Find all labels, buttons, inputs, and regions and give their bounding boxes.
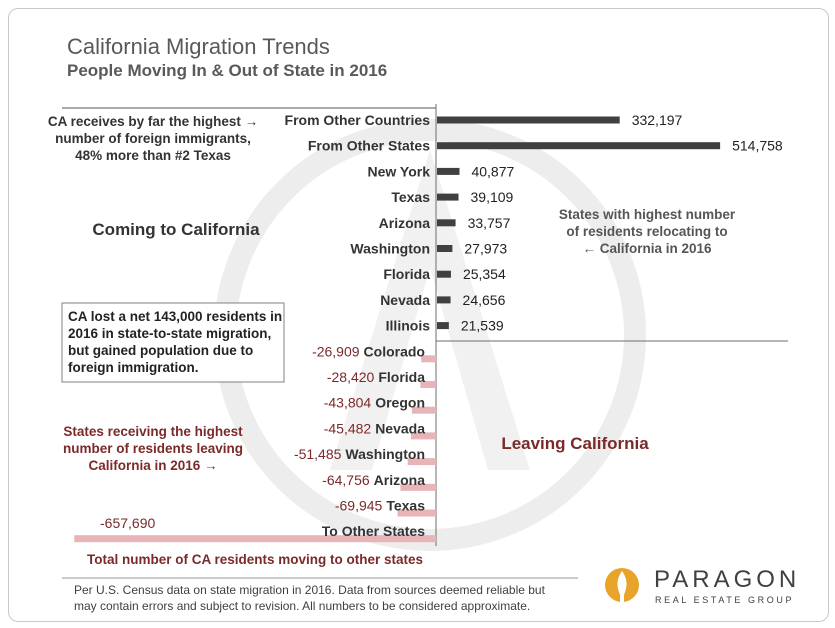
value-label: -43,804 [324, 395, 372, 411]
bar-out-arizona [400, 483, 436, 491]
bar-in-nevada [437, 296, 451, 304]
bar-out-texas [397, 509, 436, 517]
annotations-group: CA receives by far the highest → number o… [48, 114, 736, 567]
value-label: -51,485 [294, 446, 342, 462]
logo-name: PARAGON [654, 566, 801, 593]
foreign-note-line: number of foreign immigrants, [55, 131, 251, 146]
value-label: 40,877 [471, 163, 514, 179]
bar-out-washington [407, 458, 436, 466]
value-label: -64,756 [322, 472, 370, 488]
bar-in-texas [437, 193, 459, 201]
category-label: Florida [378, 369, 425, 385]
category-label: Arizona [374, 472, 426, 488]
states-out-note-line: States receiving the highest [63, 424, 243, 439]
category-label: Nevada [375, 420, 425, 436]
foreign-note-line: 48% more than #2 Texas [75, 148, 231, 163]
foreign-note-line: CA receives by far the highest → [48, 114, 258, 129]
value-label: -657,690 [100, 515, 155, 531]
logo-tagline: REAL ESTATE GROUP [655, 595, 795, 605]
coming-label: Coming to California [92, 220, 260, 239]
bar-in-new-york [437, 167, 460, 175]
category-label: Arizona [379, 215, 431, 231]
value-label: 39,109 [471, 189, 514, 205]
states-in-note-line: States with highest number [559, 207, 736, 222]
states-in-note-line: of residents relocating to [566, 224, 727, 239]
net-box-line: CA lost a net 143,000 residents in [68, 309, 282, 324]
bar-in-from-other-states [437, 142, 721, 150]
page-subtitle: People Moving In & Out of State in 2016 [67, 61, 388, 80]
states-in-note-line: ← California in 2016 [582, 241, 712, 256]
bar-in-florida [437, 270, 451, 278]
bar-out-colorado [421, 355, 436, 363]
footer-note: Per U.S. Census data on state migration … [74, 582, 574, 614]
value-label: -69,945 [335, 498, 383, 514]
page-title: California Migration Trends [67, 34, 330, 59]
value-label: 332,197 [632, 112, 683, 128]
category-label: Illinois [386, 318, 431, 334]
leaving-label: Leaving California [501, 434, 649, 453]
category-label: From Other States [308, 138, 430, 154]
category-label: New York [367, 163, 430, 179]
value-label: 33,757 [468, 215, 511, 231]
watermark-logo [214, 119, 646, 551]
states-out-note-line: California in 2016 → [88, 458, 217, 473]
bar-out-oregon [411, 406, 436, 414]
bar-in-from-other-countries [437, 116, 620, 124]
category-label: Texas [391, 189, 430, 205]
category-label: Washington [345, 446, 425, 462]
net-box-line: 2016 in state-to-state migration, [68, 326, 271, 341]
category-label: To Other States [322, 523, 425, 539]
bar-in-arizona [437, 219, 456, 227]
category-label: Colorado [364, 343, 425, 359]
value-label: -45,482 [324, 420, 372, 436]
category-label: Nevada [380, 292, 430, 308]
net-loss-box [61, 302, 285, 383]
value-label: 25,354 [463, 266, 506, 282]
value-label: -28,420 [327, 369, 375, 385]
category-label: Washington [350, 241, 430, 257]
bar-out-nevada [410, 432, 436, 440]
net-box-line: but gained population due to [68, 343, 253, 358]
footer-line-1: Per U.S. Census data on state migration … [74, 583, 545, 597]
value-label: 21,539 [461, 318, 504, 334]
category-label: Texas [386, 498, 425, 514]
total-note: Total number of CA residents moving to o… [87, 552, 423, 567]
net-box-line: foreign immigration. [68, 360, 199, 375]
value-label: 514,758 [732, 138, 783, 154]
value-label: 27,973 [464, 241, 507, 257]
footer-line-2: may contain errors and subject to revisi… [74, 599, 531, 613]
bar-in-washington [437, 245, 453, 252]
value-label: -26,909 [312, 343, 360, 359]
bar-out-florida [420, 381, 436, 388]
bars-group: From Other Countries 332,197 From Other St… [74, 112, 783, 543]
category-label: Florida [383, 266, 430, 282]
bar-in-illinois [437, 322, 449, 330]
category-label: From Other Countries [285, 112, 431, 128]
states-out-note-line: number of residents leaving [63, 441, 243, 456]
value-label: 24,656 [463, 292, 506, 308]
paragon-flame-icon [605, 568, 639, 611]
bar-out-to-other-states [74, 535, 436, 543]
category-label: Oregon [375, 395, 425, 411]
